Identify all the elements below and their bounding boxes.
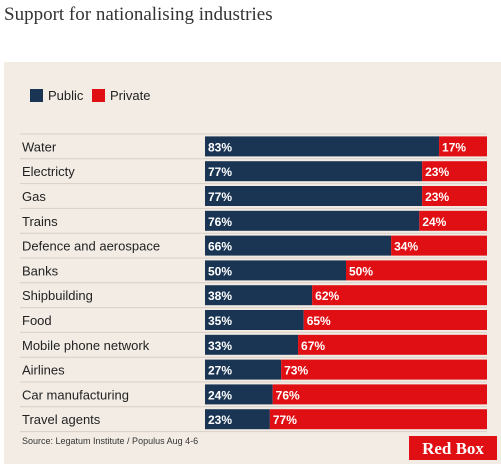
source-note: Source: Legatum Institute / Populus Aug … <box>22 436 198 446</box>
bar-public <box>205 210 420 231</box>
data-label-private: 24% <box>422 215 446 229</box>
data-label-private: 77% <box>273 413 297 427</box>
bar-private <box>269 409 487 430</box>
data-label-private: 62% <box>315 289 339 303</box>
category-label: Travel agents <box>22 412 101 427</box>
legend: Public Private <box>30 88 150 103</box>
chart-title: Support for nationalising industries <box>4 4 273 25</box>
data-label-public: 23% <box>208 413 232 427</box>
category-label: Gas <box>22 189 46 204</box>
data-label-private: 34% <box>394 240 418 254</box>
category-label: Banks <box>22 263 59 278</box>
bar-private <box>422 161 487 182</box>
data-label-public: 66% <box>208 240 232 254</box>
bar-private <box>391 235 487 256</box>
brand-box <box>409 436 497 460</box>
bar-public <box>205 359 282 380</box>
bar-private <box>422 186 487 206</box>
category-label: Mobile phone network <box>22 338 150 353</box>
brand-label: Red Box <box>422 439 484 458</box>
data-label-private: 23% <box>425 190 449 204</box>
data-label-public: 77% <box>208 190 232 204</box>
category-label: Water <box>22 139 57 154</box>
bar-public <box>205 235 392 256</box>
bar-public <box>205 285 313 306</box>
data-label-public: 33% <box>208 339 232 353</box>
data-label-private: 73% <box>284 364 308 378</box>
bar-public <box>205 260 346 281</box>
data-label-public: 77% <box>208 165 232 179</box>
category-label: Trains <box>22 214 58 229</box>
category-label: Food <box>22 313 52 328</box>
chart-rows: Water 83% 17% Electricty 77% 23% Gas 77% 23% Trai… <box>20 133 487 433</box>
legend-label-private: Private <box>110 88 150 103</box>
category-label: Car manufacturing <box>22 387 129 402</box>
data-label-public: 50% <box>208 264 232 278</box>
category-label: Defence and aerospace <box>22 239 160 254</box>
legend-swatch-private <box>92 89 105 102</box>
bar-private <box>312 285 487 306</box>
data-label-private: 17% <box>442 140 466 154</box>
data-label-private: 67% <box>301 339 325 353</box>
category-label: Airlines <box>22 363 65 378</box>
bar-public <box>205 136 440 157</box>
data-label-private: 23% <box>425 165 449 179</box>
bar-private <box>298 334 487 355</box>
bar-public <box>205 384 273 405</box>
data-label-private: 76% <box>276 388 300 402</box>
data-label-public: 35% <box>208 314 232 328</box>
bar-private <box>281 359 487 380</box>
bar-public <box>205 334 299 355</box>
data-label-public: 76% <box>208 215 232 229</box>
data-label-public: 83% <box>208 140 232 154</box>
bar-public <box>205 186 423 206</box>
data-label-public: 27% <box>208 364 232 378</box>
data-label-private: 65% <box>307 314 331 328</box>
bar-private <box>272 384 487 405</box>
legend-swatch-public <box>30 89 43 102</box>
bar-private <box>303 310 487 330</box>
category-label: Shipbuilding <box>22 288 93 303</box>
brand-logo: Red Box <box>409 436 497 460</box>
data-label-public: 24% <box>208 388 232 402</box>
data-label-private: 50% <box>349 264 373 278</box>
bar-public <box>205 409 270 430</box>
bar-public <box>205 310 304 330</box>
category-label: Electricty <box>22 164 75 179</box>
bar-private <box>346 260 487 281</box>
bar-private <box>419 210 487 231</box>
bar-private <box>439 136 487 157</box>
data-label-public: 38% <box>208 289 232 303</box>
legend-label-public: Public <box>48 88 84 103</box>
bar-public <box>205 161 423 182</box>
